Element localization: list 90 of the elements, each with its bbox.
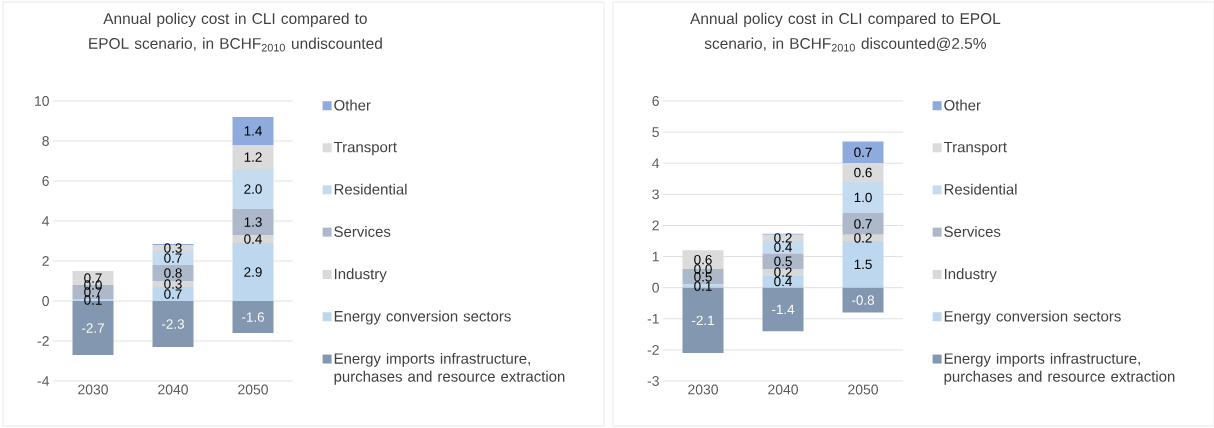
bar <box>842 287 884 313</box>
legend-label: Energy conversion sectors <box>944 310 1121 325</box>
y-tick-label: 6 <box>42 176 49 186</box>
data-label: 1.5 <box>854 259 872 270</box>
legend-label: Other <box>944 99 981 111</box>
bar <box>842 163 884 182</box>
data-label: 1.4 <box>244 126 262 136</box>
data-label: -2.3 <box>162 319 184 329</box>
y-tick-label: 8 <box>42 136 49 146</box>
y-tick-label: 5 <box>652 127 659 137</box>
data-label: 1.3 <box>244 217 262 227</box>
chart-title: Annual policy cost in CLI compared to EPOL scenario, in BCHF$_{2010}$ undiscounted <box>89 12 382 52</box>
legend-label: Services <box>334 225 391 237</box>
legend-label: Transport <box>943 141 1007 156</box>
data-label: 0.4 <box>774 276 792 287</box>
y-tick-label: 6 <box>652 96 659 106</box>
bar <box>762 275 804 288</box>
data-label: -1.4 <box>772 304 795 315</box>
x-tick-label: 2050 <box>848 384 878 395</box>
data-label: 0.5 <box>694 272 712 282</box>
data-label: 0.2 <box>774 233 792 243</box>
data-label: 0.8 <box>164 268 182 278</box>
data-label: 0.4 <box>774 242 792 252</box>
y-tick-label: 2 <box>42 256 49 266</box>
legend-label: Services <box>944 225 1001 237</box>
legend-label: Transport <box>333 141 397 156</box>
bar <box>232 209 274 235</box>
data-label: 0.7 <box>164 253 182 263</box>
data-label: 0.2 <box>774 267 792 277</box>
y-tick-label: 3 <box>652 189 659 200</box>
data-label: 0.1 <box>694 281 712 291</box>
y-tick-label: -1 <box>647 313 659 324</box>
data-label: 0.5 <box>774 256 792 266</box>
y-tick-label: -2 <box>647 345 659 355</box>
y-tick-label: 0 <box>42 296 49 306</box>
legend-label: Energy conversion sectors <box>334 310 511 325</box>
y-tick-label: 0 <box>652 282 659 293</box>
x-tick-label: 2040 <box>768 384 798 395</box>
data-label: 0.3 <box>164 279 182 289</box>
data-label: 1.0 <box>854 192 872 203</box>
data-label: 0.4 <box>244 234 262 244</box>
bar <box>152 301 194 347</box>
bar <box>762 253 804 269</box>
data-label: 0.6 <box>694 254 712 265</box>
data-label: 0.2 <box>854 233 872 243</box>
legend-label: Industry <box>334 268 387 283</box>
bar <box>152 265 194 281</box>
legend-label: Other <box>334 99 371 111</box>
y-tick-label: 2 <box>652 220 659 231</box>
y-tick-label: 4 <box>42 216 50 226</box>
x-tick-label: 2030 <box>78 384 108 395</box>
data-label: -2.1 <box>692 315 714 326</box>
data-label: -2.7 <box>82 323 104 333</box>
data-label: 0.6 <box>854 167 872 178</box>
legend-label: Industry <box>944 268 997 283</box>
legend-label: Energy imports infrastructure, purchases and resource extraction <box>334 352 565 385</box>
data-label: 0.3 <box>164 243 182 253</box>
data-label: 0.0 <box>694 264 712 274</box>
bar <box>842 181 884 213</box>
data-label: 2.0 <box>244 184 262 194</box>
x-tick-label: 2030 <box>688 384 718 395</box>
y-tick-label: 1 <box>652 251 659 262</box>
bar <box>232 243 274 301</box>
y-tick-label: 4 <box>652 158 660 169</box>
y-tick-label: -4 <box>37 376 50 386</box>
data-label: 0.1 <box>84 295 102 305</box>
bar <box>232 169 274 209</box>
chart-title: Annual policy cost in CLI compared to EPOL scenario, in BCHF$_{2010}$ discounted@2.5% <box>690 12 1001 52</box>
bar <box>232 117 274 145</box>
data-label: 0.7 <box>854 219 872 229</box>
bar <box>232 301 274 333</box>
bar <box>842 213 884 235</box>
y-tick-label: -3 <box>647 376 659 386</box>
data-label: 1.2 <box>244 152 262 162</box>
legend-label: Residential <box>334 183 407 195</box>
data-label: 2.9 <box>244 267 262 277</box>
data-label: 0.7 <box>164 289 182 299</box>
data-label: 0.7 <box>854 147 872 158</box>
bar <box>842 141 884 164</box>
legend-label: Energy imports infrastructure, purchases and resource extraction <box>944 352 1175 385</box>
y-tick-label: 10 <box>35 96 49 106</box>
x-tick-label: 2050 <box>238 384 268 395</box>
x-tick-label: 2040 <box>158 384 188 395</box>
bar <box>232 145 274 169</box>
data-label: -0.8 <box>852 295 875 305</box>
bar <box>842 241 884 288</box>
data-label: -1.6 <box>242 312 265 322</box>
bar <box>762 287 804 332</box>
legend-label: Residential <box>944 183 1017 195</box>
y-tick-label: -2 <box>37 336 49 346</box>
